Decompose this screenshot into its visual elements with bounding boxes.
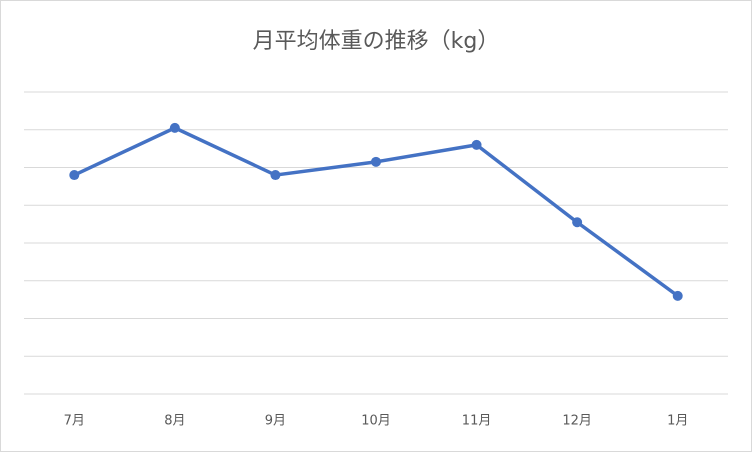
data-point [371,156,381,167]
data-point [471,139,482,150]
x-tick-label: 9月 [265,414,286,429]
x-tick-label: 7月 [64,414,85,429]
x-tick-label: 12月 [562,414,592,429]
data-point [270,170,281,181]
chart-title: 月平均体重の推移（kg） [253,29,500,54]
x-tick-label: 8月 [164,414,185,429]
x-tick-label: 10月 [361,414,391,429]
data-point [672,290,683,301]
data-point [69,170,80,181]
data-point [169,122,180,133]
x-tick-label: 1月 [667,414,688,429]
x-tick-label: 11月 [462,414,492,429]
data-point [572,217,583,228]
